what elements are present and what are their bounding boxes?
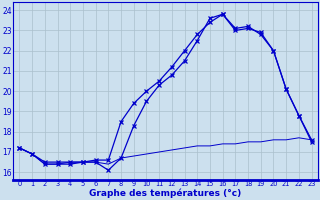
X-axis label: Graphe des températures (°c): Graphe des températures (°c) xyxy=(89,188,242,198)
